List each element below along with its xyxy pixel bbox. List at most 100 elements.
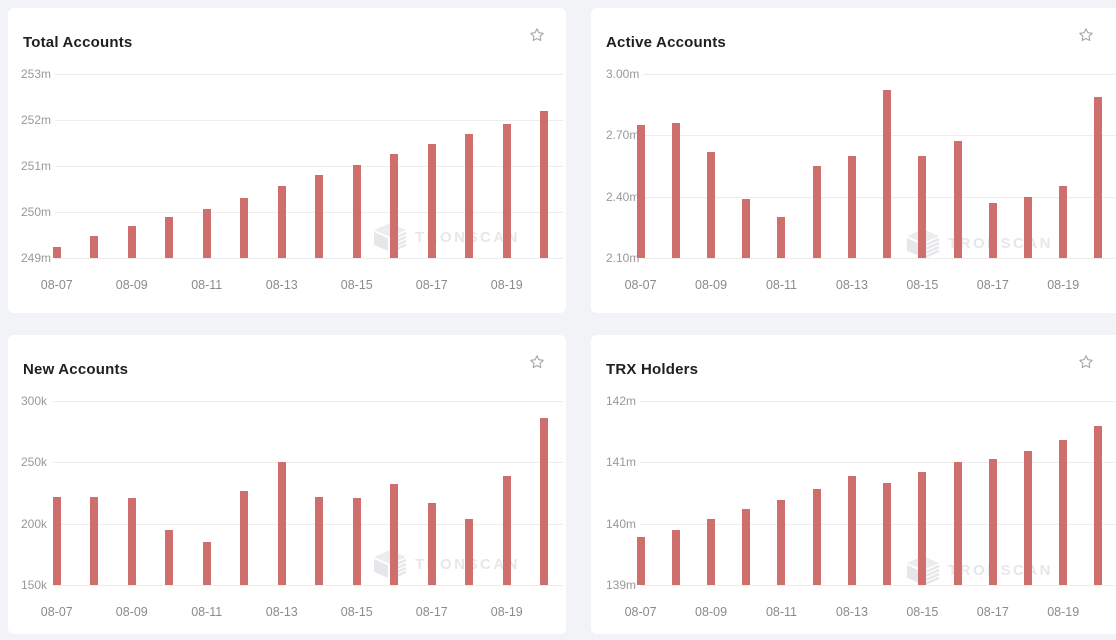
bar-08-12[interactable]	[812, 488, 821, 585]
bar-08-08[interactable]	[671, 529, 680, 585]
bar-08-18[interactable]	[465, 518, 474, 585]
bar-08-13[interactable]	[847, 475, 856, 585]
gridline	[53, 120, 563, 121]
bar-08-19[interactable]	[1059, 186, 1068, 258]
bar-08-07[interactable]	[52, 496, 61, 585]
bar-08-14[interactable]	[883, 482, 892, 585]
bar-08-16[interactable]	[953, 462, 962, 585]
bar-08-11[interactable]	[202, 208, 211, 258]
bar-08-07[interactable]	[52, 246, 61, 258]
bar-08-15[interactable]	[918, 472, 927, 585]
bar-08-17[interactable]	[427, 502, 436, 585]
bar-08-08[interactable]	[671, 123, 680, 258]
x-axis-tick-label: 08-13	[835, 278, 868, 292]
bar-slot	[975, 74, 1010, 258]
favorite-star-button[interactable]	[527, 25, 547, 45]
trx-holders-bar-chart: 139m 140m 141m 142m	[606, 394, 1116, 592]
x-axis-tick-label	[940, 605, 975, 619]
bar-slot	[338, 401, 376, 585]
favorite-star-button[interactable]	[1076, 25, 1096, 45]
bar-slot	[940, 74, 975, 258]
bar-slot	[623, 74, 658, 258]
x-axis-tick-label	[526, 278, 564, 292]
bar-08-16[interactable]	[390, 154, 399, 258]
bar-slot	[151, 74, 189, 258]
x-axis-tick-label: 08-17	[415, 278, 448, 292]
star-outline-icon	[530, 355, 544, 369]
bar-08-20[interactable]	[540, 110, 549, 258]
bar-08-20[interactable]	[540, 418, 549, 585]
bar-08-18[interactable]	[465, 134, 474, 258]
x-axis-tick-label: 08-13	[265, 605, 298, 619]
bar-08-20[interactable]	[1094, 425, 1103, 585]
x-axis-tick-label	[658, 278, 693, 292]
bar-08-18[interactable]	[1024, 450, 1033, 585]
bar-08-17[interactable]	[988, 458, 997, 585]
new-accounts-bar-chart: 150k 200k 250k 300k	[21, 394, 564, 592]
bar-08-09[interactable]	[707, 151, 716, 258]
bar-slot	[376, 74, 414, 258]
bar-08-11[interactable]	[202, 542, 211, 585]
x-axis-tick-label	[729, 605, 764, 619]
bar-08-17[interactable]	[988, 202, 997, 258]
bar-slot	[526, 401, 564, 585]
bar-08-10[interactable]	[742, 508, 751, 585]
bar-08-10[interactable]	[165, 529, 174, 585]
x-axis-tick-label: 08-07	[40, 278, 73, 292]
bar-08-08[interactable]	[90, 496, 99, 585]
bar-08-14[interactable]	[315, 496, 324, 585]
bar-08-07[interactable]	[636, 125, 645, 258]
favorite-star-button[interactable]	[1076, 352, 1096, 372]
bar-08-14[interactable]	[883, 90, 892, 258]
bar-08-20[interactable]	[1094, 96, 1103, 258]
bar-slot	[188, 74, 226, 258]
bar-08-12[interactable]	[240, 198, 249, 258]
x-axis-tick-label	[451, 605, 489, 619]
star-outline-icon	[530, 28, 544, 42]
bar-08-14[interactable]	[315, 175, 324, 258]
bar-08-09[interactable]	[127, 225, 136, 258]
bar-08-12[interactable]	[812, 166, 821, 258]
x-axis-tick-label: 08-11	[191, 278, 223, 292]
bar-slot	[151, 401, 189, 585]
x-axis-tick-label	[1010, 605, 1045, 619]
bar-08-12[interactable]	[240, 490, 249, 585]
x-axis-tick-label: 08-15	[906, 605, 939, 619]
y-axis-tick-label: 2.10m	[606, 251, 644, 265]
bar-08-13[interactable]	[277, 186, 286, 258]
bar-08-15[interactable]	[918, 155, 927, 258]
bar-08-19[interactable]	[502, 475, 511, 585]
bar-08-09[interactable]	[127, 497, 136, 585]
x-axis-tick-label: 08-15	[340, 605, 373, 619]
bar-slot	[113, 74, 151, 258]
bar-08-15[interactable]	[352, 497, 361, 585]
bar-08-08[interactable]	[90, 236, 99, 258]
chart-title-total-accounts: Total Accounts	[23, 34, 133, 51]
bar-08-10[interactable]	[165, 217, 174, 258]
bar-08-09[interactable]	[707, 518, 716, 585]
gridline	[53, 258, 563, 259]
bar-08-16[interactable]	[953, 141, 962, 258]
bar-08-13[interactable]	[277, 462, 286, 585]
bar-slot	[376, 401, 414, 585]
x-axis-tick-label	[799, 278, 834, 292]
bar-08-17[interactable]	[427, 144, 436, 258]
bar-08-18[interactable]	[1024, 196, 1033, 258]
bar-08-07[interactable]	[636, 537, 645, 585]
bar-08-16[interactable]	[390, 484, 399, 585]
y-axis-tick-label: 150k	[21, 578, 52, 592]
gridline	[53, 401, 563, 402]
bar-08-19[interactable]	[502, 123, 511, 258]
trx-holders-card: TRX Holders TRONSCAN 139m 140m 141m 142m 08…	[591, 335, 1116, 634]
bar-08-13[interactable]	[847, 155, 856, 258]
bar-slot	[799, 74, 834, 258]
bar-slot	[38, 401, 76, 585]
bar-08-11[interactable]	[777, 500, 786, 585]
bar-08-11[interactable]	[777, 217, 786, 258]
y-axis-tick-label: 2.70m	[606, 128, 644, 143]
bar-08-15[interactable]	[352, 164, 361, 258]
x-axis-tick-label: 08-15	[340, 278, 373, 292]
bar-08-10[interactable]	[742, 198, 751, 258]
bar-08-19[interactable]	[1059, 439, 1068, 585]
favorite-star-button[interactable]	[527, 352, 547, 372]
